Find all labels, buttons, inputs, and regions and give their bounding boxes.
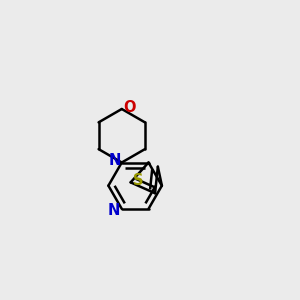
- Text: N: N: [108, 153, 121, 168]
- Text: S: S: [133, 173, 143, 188]
- Text: N: N: [107, 203, 120, 218]
- Text: O: O: [123, 100, 135, 115]
